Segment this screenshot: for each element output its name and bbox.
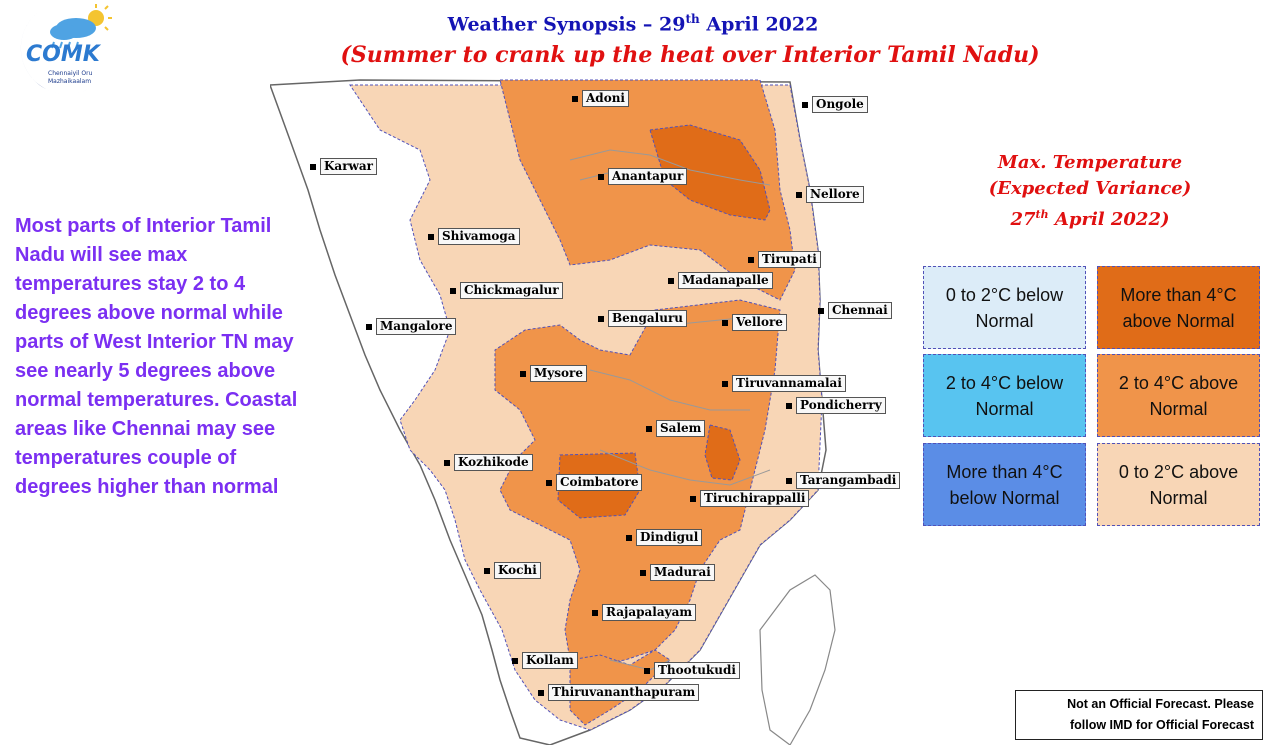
city-mysore: Mysore [520,365,587,382]
legend-heading: Max. Temperature (Expected Variance) 27t… [950,150,1230,233]
city-madurai: Madurai [640,564,715,581]
city-nellore: Nellore [796,186,864,203]
city-tirupati: Tirupati [748,251,821,268]
legend-2-4-above: 2 to 4°C above Normal [1097,354,1260,437]
title-superscript: th [685,12,700,26]
legend-heading-line-3: 27th April 2022) [1010,208,1170,230]
city-thiruvananthapuram: Thiruvananthapuram [538,684,700,701]
city-shivamoga: Shivamoga [428,228,520,245]
legend-heading-line-1: Max. Temperature [997,152,1183,173]
city-salem: Salem [646,420,706,437]
city-anantapur: Anantapur [598,168,688,185]
city-kochi: Kochi [484,562,541,579]
city-adoni: Adoni [572,90,629,107]
disclaimer-line-2: follow IMD for Official Forecast [1069,718,1254,732]
region-above-4-trichy [704,424,741,481]
city-chickmagalur: Chickmagalur [450,282,563,299]
city-bengaluru: Bengaluru [598,310,687,327]
title-text: Weather Synopsis – 29 [447,13,686,36]
city-madanapalle: Madanapalle [668,272,773,289]
city-karwar: Karwar [310,158,377,175]
city-coimbatore: Coimbatore [546,474,643,491]
sri-lanka-outline [759,574,836,746]
legend-below-4: More than 4°C below Normal [923,443,1086,526]
city-tarangambadi: Tarangambadi [786,472,901,489]
city-chennai: Chennai [818,302,892,319]
city-kollam: Kollam [512,652,578,669]
sun-cloud-moon-logo-icon [20,4,112,95]
logo-tagline-2: Mazhaikaalam [48,78,92,85]
legend-above-4: More than 4°C above Normal [1097,266,1260,349]
city-mangalore: Mangalore [366,318,457,335]
disclaimer-box: Not an Official Forecast. Please follow … [1015,690,1263,740]
legend-heading-line-2: (Expected Variance) [988,178,1192,199]
title-date: April 2022 [699,13,819,36]
city-ongole: Ongole [802,96,868,113]
city-dindigul: Dindigul [626,529,703,546]
city-thootukudi: Thootukudi [644,662,740,679]
city-tiruchirappalli: Tiruchirappalli [690,490,810,507]
page-title: Weather Synopsis – 29th April 2022 [0,12,1266,35]
logo-text: COMK [26,42,100,67]
city-pondicherry: Pondicherry [786,397,886,414]
legend-0-2-below: 0 to 2°C below Normal [923,266,1086,349]
city-kozhikode: Kozhikode [444,454,533,471]
city-vellore: Vellore [722,314,787,331]
city-tiruvannamalai: Tiruvannamalai [722,375,846,392]
forecast-description: Most parts of Interior Tamil Nadu will s… [15,215,298,498]
logo-tagline-1: Chennaiyil Oru [48,70,93,77]
city-rajapalayam: Rajapalayam [592,604,697,621]
page-subtitle: (Summer to crank up the heat over Interi… [340,42,1040,68]
disclaimer-line-1: Not an Official Forecast. Please [1067,697,1254,711]
legend-0-2-above: 0 to 2°C above Normal [1097,443,1260,526]
region-above-4-anantapur [649,124,771,221]
temperature-map: Adoni Ongole Karwar Anantapur Nellore Sh… [268,70,920,746]
comk-logo: COMK Chennaiyil Oru Mazhaikaalam [4,2,114,110]
legend-2-4-below: 2 to 4°C below Normal [923,354,1086,437]
